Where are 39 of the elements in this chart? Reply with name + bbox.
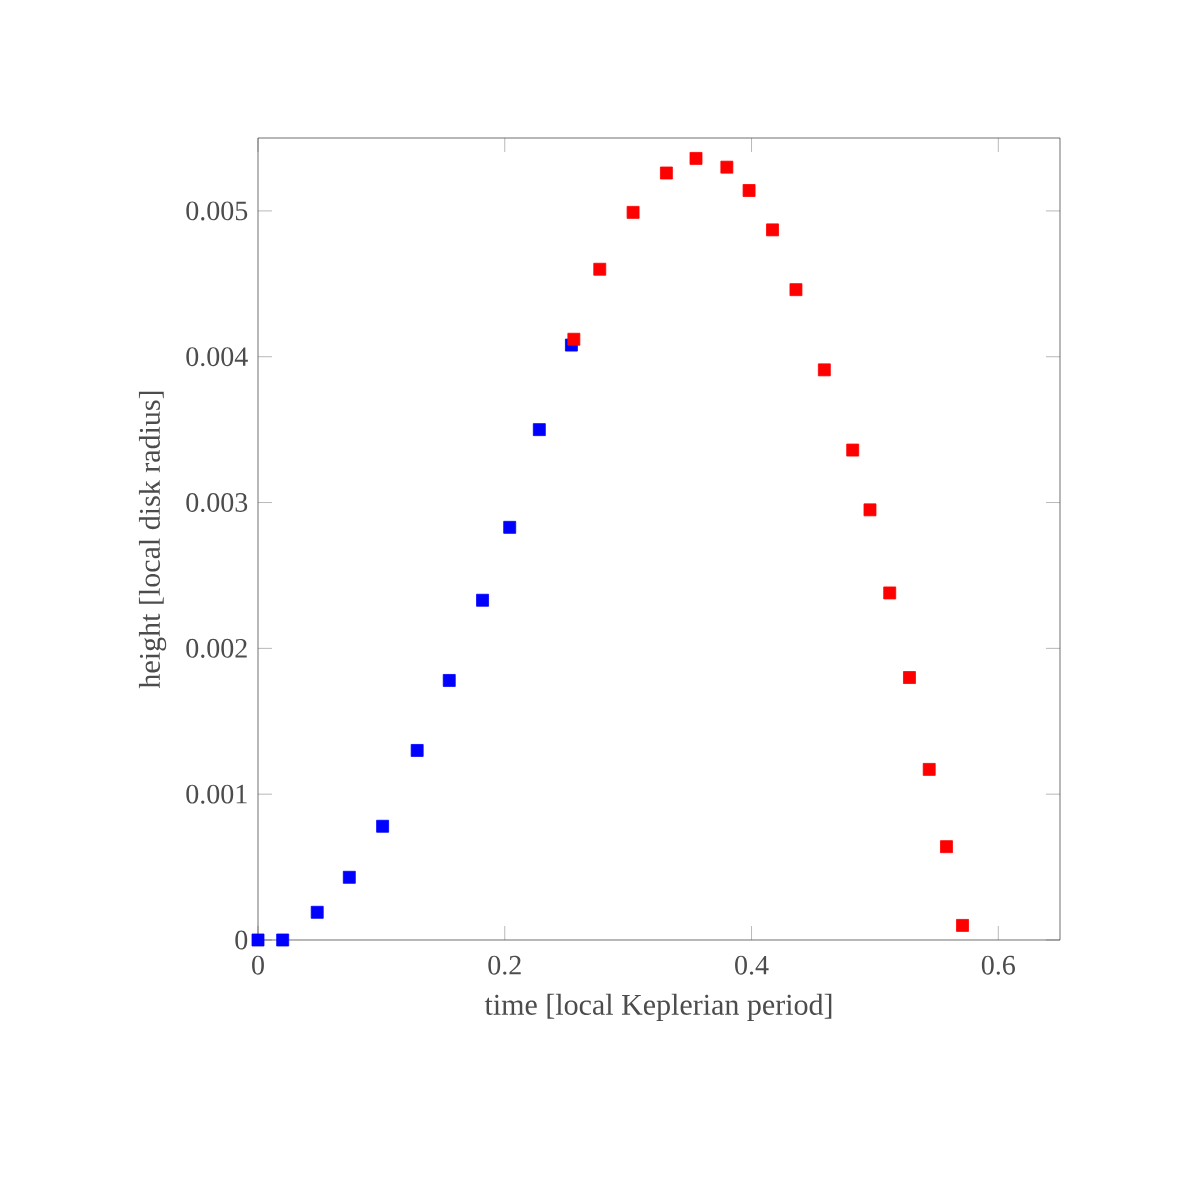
x-tick-label: 0.2 [488, 955, 521, 975]
point [883, 586, 897, 600]
point [503, 520, 517, 534]
point [476, 593, 489, 607]
x-axis-title: time [local Keplerian period] [484, 993, 832, 1022]
point [310, 905, 324, 919]
point [863, 503, 877, 517]
point [766, 223, 779, 237]
y-tick-label: 0.004 [186, 347, 248, 367]
x-tick-label: 0 [252, 955, 264, 975]
point [903, 671, 916, 684]
point [660, 166, 673, 180]
point [376, 819, 390, 833]
point [846, 443, 860, 457]
x-tick-label: 0.4 [735, 955, 769, 975]
y-axis-title: height [local disk radius] [138, 391, 167, 689]
point [593, 262, 607, 276]
point [276, 933, 290, 947]
point [817, 363, 831, 377]
point [922, 762, 936, 776]
y-tick-label: 0.002 [186, 638, 247, 658]
y-tick-label: 0.001 [186, 784, 247, 804]
point [567, 332, 581, 346]
point [720, 160, 734, 174]
y-tick-label: 0 [235, 930, 248, 950]
point [442, 674, 456, 687]
point [789, 283, 803, 297]
point [626, 205, 640, 219]
x-tick-label: 0.6 [981, 955, 1015, 975]
point [940, 840, 953, 854]
y-tick-label: 0.003 [186, 493, 248, 513]
point [532, 423, 546, 437]
y-tick-label: 0.005 [186, 201, 248, 221]
point [956, 919, 969, 932]
point [342, 870, 356, 884]
point [410, 744, 424, 757]
point [689, 152, 703, 165]
point [251, 933, 265, 947]
point [742, 184, 756, 197]
